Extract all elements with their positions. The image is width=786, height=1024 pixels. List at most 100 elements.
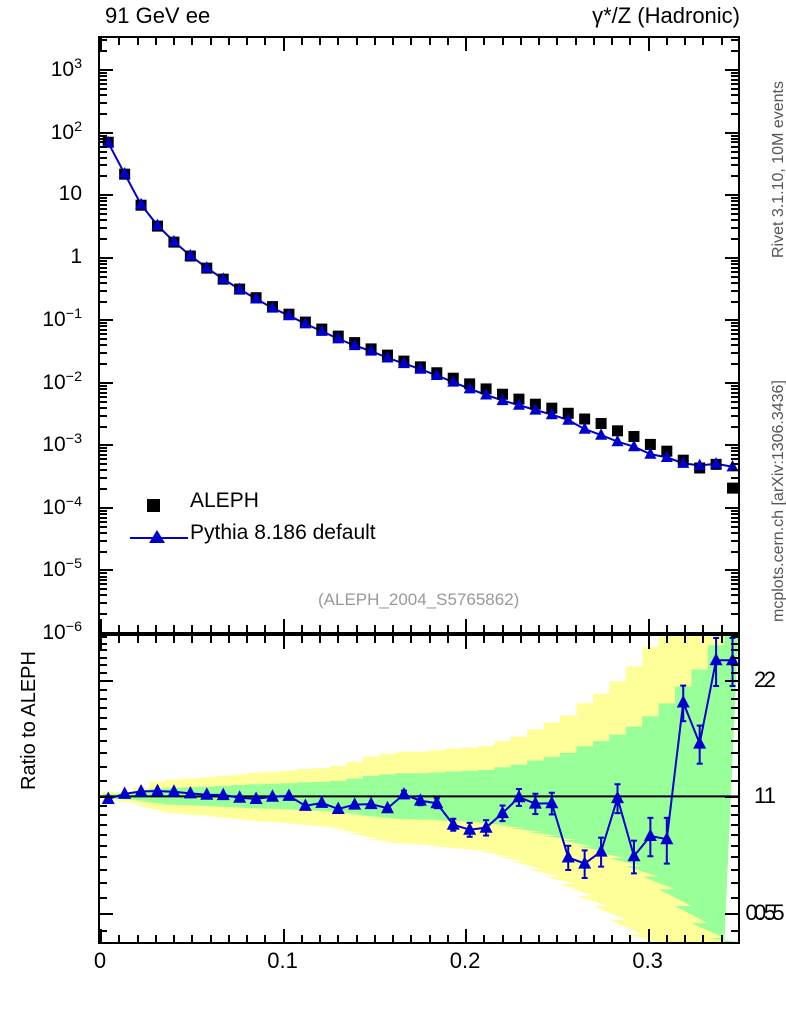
main-y-tick-right [731, 384, 738, 387]
main-x-tick-top [665, 38, 668, 45]
ratio-y-tick-label: 1 [763, 783, 776, 809]
ratio-y-tick-minor [100, 752, 107, 755]
main-y-tick-right [731, 200, 738, 203]
main-x-tick-top [684, 38, 687, 45]
main-y-tick [100, 141, 107, 144]
x-tick-label: 0.1 [267, 948, 298, 973]
ratio-y-tick-label: 2 [763, 667, 776, 693]
main-y-tick-right [731, 112, 738, 115]
main-y-tick [100, 75, 107, 78]
main-y-tick [100, 83, 107, 86]
main-y-tick-right [731, 387, 738, 390]
main-y-tick [100, 588, 107, 591]
main-y-tick-right [731, 164, 738, 167]
main-y-tick-right [731, 141, 738, 144]
ratio-y-tick-right [731, 697, 738, 700]
main-x-tick-top [173, 38, 176, 45]
main-y-tick-right [731, 83, 738, 86]
main-y-tick [100, 262, 107, 265]
main-y-tick-right [731, 583, 738, 586]
ratio-y-tick-minor-right [731, 642, 738, 645]
main-y-tick [100, 275, 107, 278]
main-y-tick [100, 131, 113, 134]
main-y-tick-label: 103 [50, 56, 82, 82]
legend-label-pythia: Pythia 8.186 default [190, 521, 376, 544]
ratio-y-tick-right [731, 664, 738, 667]
ratio-y-tick [100, 739, 107, 742]
main-y-tick-right [725, 319, 738, 322]
ratio-x-tick-bottom [337, 935, 340, 942]
main-y-tick [100, 450, 107, 453]
ratio-y-tick-minor-right [731, 707, 738, 710]
ratio-x-tick-top [355, 636, 358, 643]
main-y-tick-right [725, 69, 738, 72]
main-y-tick [100, 270, 107, 273]
main-y-tick [100, 363, 107, 366]
main-y-tick [100, 516, 107, 519]
main-y-tick-right [731, 395, 738, 398]
main-y-tick-right [731, 400, 738, 403]
main-y-tick [100, 238, 107, 241]
main-x-tick-bottom [720, 625, 723, 632]
main-x-tick-bottom [665, 625, 668, 632]
main-y-tick [100, 387, 107, 390]
main-y-tick [100, 156, 107, 159]
main-y-tick [100, 583, 107, 586]
main-y-tick [100, 101, 107, 104]
ratio-axis-title: Ratio to ALEPH [18, 651, 40, 790]
main-y-tick [100, 632, 113, 634]
main-x-tick-bottom [410, 625, 413, 632]
main-x-tick-bottom [684, 625, 687, 632]
main-y-tick-right [731, 414, 738, 417]
triangle-marker-icon [149, 530, 165, 543]
ratio-x-tick-bottom [629, 935, 632, 942]
main-x-tick-bottom [136, 625, 139, 632]
main-x-tick-bottom [556, 625, 559, 632]
ratio-y-tick [100, 664, 107, 667]
main-y-tick-right [731, 450, 738, 453]
main-y-tick [100, 300, 107, 303]
main-y-tick [100, 395, 107, 398]
main-y-tick-right [731, 75, 738, 78]
ratio-x-tick-bottom [702, 935, 705, 942]
ratio-x-tick-top [720, 636, 723, 643]
main-y-tick [100, 572, 107, 575]
ratio-x-tick-bottom [373, 935, 376, 942]
main-y-tick [100, 513, 107, 515]
main-y-tick [100, 175, 107, 178]
main-x-tick-bottom [501, 625, 504, 632]
main-x-tick-bottom [100, 619, 102, 632]
ratio-x-tick-top [702, 636, 705, 643]
main-y-tick-right [731, 539, 738, 542]
ratio-x-tick-bottom [611, 935, 614, 942]
main-x-tick-bottom [246, 625, 249, 632]
main-x-tick-bottom [647, 619, 650, 632]
main-y-tick-label: 10 [58, 182, 82, 206]
main-y-tick [100, 463, 107, 466]
ratio-x-tick-bottom [501, 935, 504, 942]
ratio-x-tick-top [246, 636, 249, 643]
main-x-tick-top [209, 38, 212, 45]
main-x-tick-top [538, 38, 541, 45]
main-y-tick-right [731, 50, 738, 53]
main-y-tick [100, 72, 107, 75]
ratio-x-tick-top [373, 636, 376, 643]
main-x-tick-top [337, 38, 340, 45]
ratio-x-tick-bottom [647, 929, 650, 942]
main-y-tick-right [731, 363, 738, 366]
ratio-y-tick-right [731, 882, 738, 885]
main-y-tick [100, 391, 107, 394]
main-x-tick-bottom [173, 625, 176, 632]
main-plot-frame [98, 36, 740, 634]
ratio-x-tick-bottom [355, 935, 358, 942]
ratio-y-tick-minor-right [731, 656, 738, 659]
ratio-x-tick-top [446, 636, 449, 643]
main-y-tick [100, 425, 107, 428]
main-y-tick [100, 414, 107, 417]
ratio-plot-canvas [100, 636, 738, 942]
main-y-tick-right [731, 344, 738, 347]
ratio-x-tick-top [191, 636, 194, 643]
ratio-y-tick [100, 765, 107, 768]
main-x-tick-top [118, 38, 121, 45]
main-y-tick-right [725, 256, 738, 259]
